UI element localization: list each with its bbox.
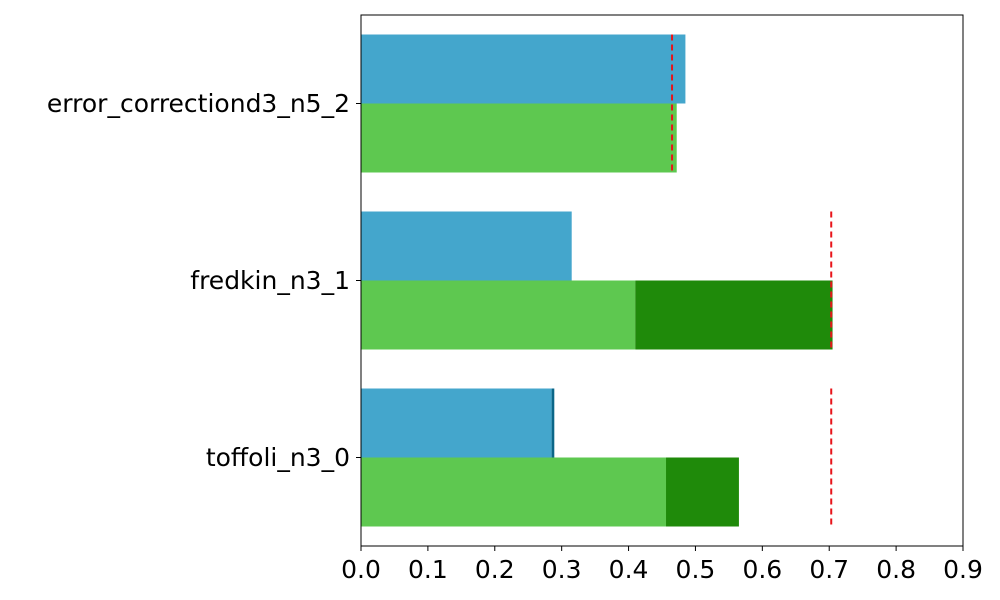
y-axis: error_correctiond3_n5_2 fredkin_n3_1toffo…: [47, 89, 361, 472]
x-tick-label-6: 0.6: [742, 555, 782, 584]
x-tick-label-4: 0.4: [609, 555, 649, 584]
x-tick-label-5: 0.5: [676, 555, 716, 584]
x-tick-label-3: 0.3: [542, 555, 582, 584]
bar-upper-seg0-0: [361, 34, 686, 104]
bar-lower-seg0-2: [361, 457, 667, 527]
bar-upper-seg0-1: [361, 211, 572, 281]
category-label-1: fredkin_n3_1: [190, 266, 350, 295]
reference-lines-layer: [671, 34, 833, 527]
bar-lower-seg0-1: [361, 280, 636, 350]
x-tick-label-8: 0.8: [876, 555, 916, 584]
x-tick-label-0: 0.0: [341, 555, 381, 584]
x-tick-label-2: 0.2: [475, 555, 515, 584]
x-axis: 0.0 0.1 0.2 0.3 0.4 0.5 0.6 0.7 0.8 0.9: [341, 546, 983, 584]
x-tick-label-9: 0.9: [943, 555, 983, 584]
bar-upper-seg1-2: [551, 388, 555, 458]
category-label-0: error_correctiond3_n5_2: [47, 89, 350, 118]
x-tick-label-7: 0.7: [809, 555, 849, 584]
bar-lower-seg1-1: [635, 280, 833, 350]
category-label-2: toffoli_n3_0: [206, 443, 350, 472]
x-tick-label-1: 0.1: [408, 555, 448, 584]
bar-lower-seg1-2: [666, 457, 739, 527]
bar-lower-seg0-0: [361, 103, 677, 173]
bars-layer: [361, 34, 833, 527]
bar-upper-seg0-2: [361, 388, 552, 458]
